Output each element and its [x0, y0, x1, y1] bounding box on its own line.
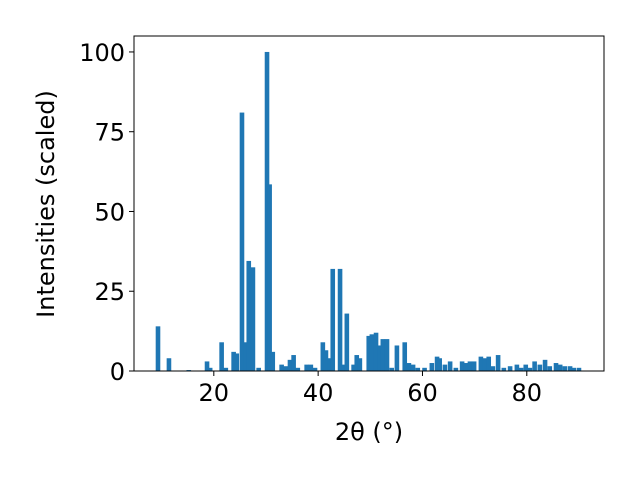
bar — [442, 364, 448, 371]
bar — [410, 364, 416, 371]
bar — [219, 342, 224, 371]
x-tick-label: 40 — [303, 379, 334, 407]
bar — [270, 351, 276, 371]
bar — [459, 361, 465, 371]
bar — [330, 268, 336, 371]
bar — [567, 366, 573, 371]
bar — [351, 364, 356, 371]
bar — [571, 367, 577, 371]
y-tick-label: 75 — [94, 119, 125, 147]
bar — [389, 367, 394, 371]
bar — [429, 363, 435, 371]
bar — [366, 335, 372, 371]
x-tick-label: 80 — [512, 379, 543, 407]
bar — [243, 342, 248, 371]
bar — [323, 350, 329, 371]
bar — [557, 364, 563, 371]
bar — [380, 339, 386, 371]
bar — [354, 355, 360, 371]
bar — [467, 361, 473, 371]
bar — [166, 358, 172, 371]
bar — [234, 353, 240, 371]
bar — [291, 355, 296, 371]
bar — [478, 356, 484, 371]
bar — [207, 367, 213, 371]
bar — [437, 358, 442, 371]
bar — [283, 366, 289, 371]
bar — [223, 367, 229, 371]
bar — [537, 364, 543, 371]
y-tick-label: 50 — [94, 198, 125, 226]
bar — [501, 367, 507, 371]
bar — [422, 367, 427, 371]
x-tick-label: 20 — [199, 379, 230, 407]
bar — [256, 367, 261, 371]
bar — [279, 364, 284, 371]
y-axis-label: Intensities (scaled) — [32, 90, 60, 318]
bar — [434, 356, 440, 371]
bar — [357, 358, 363, 371]
bar — [246, 260, 252, 371]
bar — [304, 364, 309, 371]
bar — [514, 364, 520, 371]
bar — [394, 345, 400, 371]
bar — [337, 268, 343, 371]
bar — [490, 366, 496, 371]
bar — [384, 339, 390, 371]
bar — [155, 326, 161, 371]
x-tick-label: 60 — [407, 379, 438, 407]
bar — [327, 358, 332, 371]
bar — [267, 184, 272, 371]
bar — [486, 356, 492, 371]
bar — [344, 313, 350, 371]
y-tick-label: 25 — [94, 278, 125, 306]
y-tick-label: 100 — [79, 39, 125, 67]
bar — [239, 112, 245, 372]
bar — [471, 361, 477, 371]
bar — [518, 367, 524, 371]
bar — [369, 334, 375, 371]
bar — [453, 367, 459, 371]
bar — [447, 361, 453, 371]
bar — [523, 364, 529, 371]
bar — [287, 359, 293, 371]
bar — [547, 366, 553, 371]
bar — [507, 366, 513, 371]
y-tick-label: 0 — [110, 358, 125, 386]
bar — [204, 361, 210, 371]
bar — [532, 361, 537, 371]
bar — [406, 363, 412, 371]
bar — [377, 345, 382, 371]
bar — [341, 364, 347, 371]
plot-frame — [133, 35, 605, 372]
bar — [415, 367, 421, 371]
bar — [576, 367, 582, 371]
bar — [308, 364, 314, 371]
bar — [542, 359, 548, 371]
bar — [402, 342, 408, 371]
bar — [562, 366, 568, 371]
bar — [320, 342, 326, 371]
bar — [495, 355, 501, 371]
bar — [312, 367, 318, 371]
bar — [527, 367, 533, 371]
bar — [231, 351, 236, 371]
bar — [373, 332, 379, 371]
bar — [250, 267, 256, 371]
bar — [463, 363, 469, 371]
x-axis-label: 2θ (°) — [335, 418, 403, 446]
bar — [553, 363, 559, 371]
bar — [482, 358, 488, 371]
bar — [264, 51, 270, 371]
bar — [295, 367, 301, 371]
